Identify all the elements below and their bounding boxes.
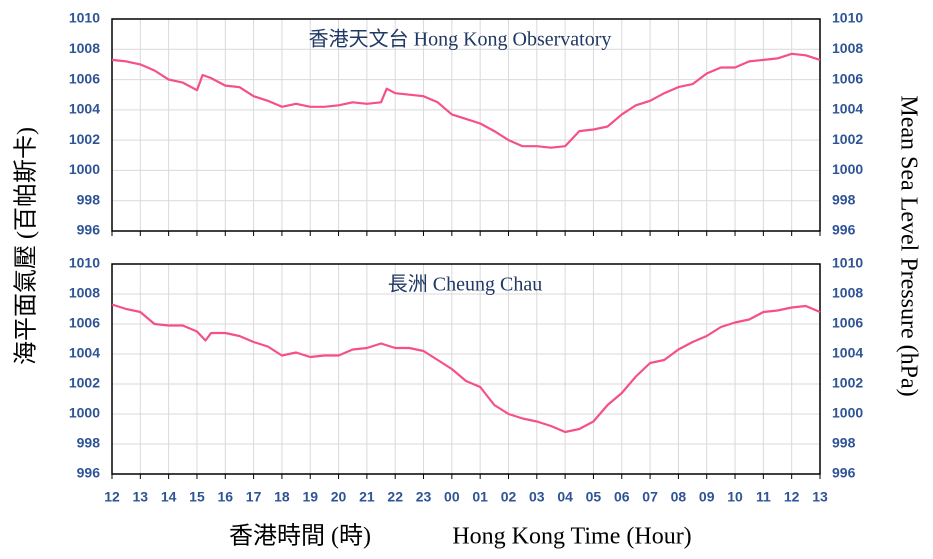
x-tick-label: 13 [812,489,828,505]
panel-title: 長洲 Cheung Chau [388,274,542,296]
x-tick-label: 20 [331,489,347,505]
y-tick-label: 1008 [69,285,100,301]
x-tick-label: 04 [557,489,573,505]
y-tick-label-right: 1000 [832,161,863,177]
y-tick-label-right: 1004 [832,345,863,361]
y-axis-title-right: Mean Sea Level Pressure (hPa) [895,95,921,396]
x-tick-label: 17 [246,489,262,505]
plot-frame [111,263,821,475]
x-tick-label: 09 [699,489,715,505]
x-axis-title-chinese: 香港時間 (時) [229,523,371,550]
y-tick-label: 996 [77,465,101,481]
x-tick-label: 12 [784,489,800,505]
x-tick-label: 14 [161,489,177,505]
y-tick-label: 1006 [69,315,100,331]
y-tick-label-right: 996 [832,222,856,238]
x-tick-label: 06 [614,489,630,505]
y-tick-label: 1002 [69,131,100,147]
y-tick-label-right: 998 [832,435,856,451]
pressure-line [111,303,821,434]
x-tick-label: 19 [302,489,318,505]
y-axis-title-left: 海平面氣壓 (百帕斯卡) [13,127,40,365]
y-tick-label: 1004 [69,345,100,361]
y-tick-label-right: 1006 [832,70,863,86]
x-tick-label: 11 [756,489,771,505]
y-tick-label-right: 1008 [832,285,863,301]
panel-title: 香港天文台 Hong Kong Observatory [309,28,612,51]
y-tick-label-right: 1008 [832,40,863,56]
y-tick-label: 1008 [69,40,100,56]
x-tick-label: 02 [501,489,517,505]
x-tick-label: 12 [104,489,120,505]
x-tick-label: 03 [529,489,545,505]
y-tick-label: 998 [77,435,101,451]
x-tick-label: 13 [133,489,149,505]
y-tick-label-right: 1004 [832,101,863,117]
x-tick-label: 22 [387,489,403,505]
y-tick-label: 1002 [69,375,100,391]
y-tick-label-right: 996 [832,465,856,481]
y-tick-label-right: 998 [832,191,856,207]
plot-frame [111,18,821,232]
y-tick-label: 996 [77,222,101,238]
y-tick-label: 998 [77,191,101,207]
y-tick-label-right: 1000 [832,405,863,421]
y-tick-label: 1000 [69,161,100,177]
x-tick-label: 15 [189,489,205,505]
y-tick-label: 1006 [69,70,100,86]
y-tick-label-right: 1002 [832,131,863,147]
x-tick-label: 08 [671,489,687,505]
y-tick-label-right: 1002 [832,375,863,391]
pressure-line [111,52,821,149]
y-tick-label: 1010 [69,255,100,271]
x-tick-label: 18 [274,489,290,505]
y-tick-label-right: 1010 [832,255,863,271]
x-tick-label: 01 [472,489,488,505]
x-tick-label: 16 [217,489,233,505]
x-tick-label: 23 [416,489,432,505]
x-tick-label: 07 [642,489,658,505]
x-tick-label: 00 [444,489,460,505]
y-tick-label: 1010 [69,10,100,26]
x-tick-label: 21 [359,489,375,505]
y-tick-label: 1004 [69,101,100,117]
y-tick-label-right: 1006 [832,315,863,331]
y-tick-label: 1000 [69,405,100,421]
y-tick-label-right: 1010 [832,10,863,26]
x-axis-title-english: Hong Kong Time (Hour) [452,524,691,550]
x-tick-label: 05 [586,489,602,505]
x-tick-label: 10 [727,489,743,505]
